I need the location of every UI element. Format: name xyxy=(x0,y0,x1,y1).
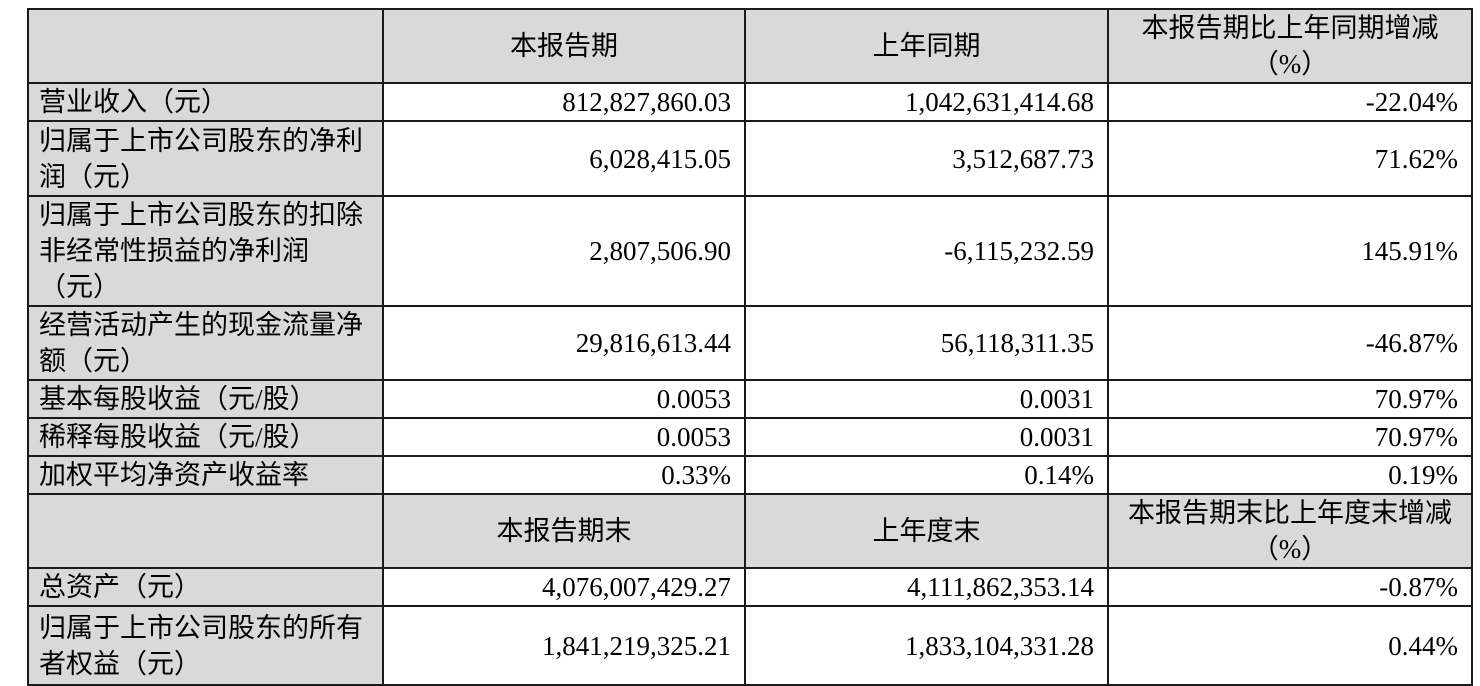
basic-eps-current: 0.0053 xyxy=(382,379,746,419)
row-operating-revenue: 营业收入（元） 812,827,860.03 1,042,631,414.68 … xyxy=(27,82,1473,122)
net-profit-excl-nonrecurring-change: 145.91% xyxy=(1107,195,1473,307)
net-profit-change: 71.62% xyxy=(1107,120,1473,197)
row-net-profit-excl-nonrecurring: 归属于上市公司股东的扣除 非经常性损益的净利润 （元） 2,807,506.90… xyxy=(27,195,1473,307)
net-profit-prior: 3,512,687.73 xyxy=(744,120,1109,197)
label-basic-eps: 基本每股收益（元/股） xyxy=(27,379,384,419)
operating-cash-flow-prior: 56,118,311.35 xyxy=(744,305,1109,381)
operating-revenue-change: -22.04% xyxy=(1107,82,1473,122)
operating-revenue-prior: 1,042,631,414.68 xyxy=(744,82,1109,122)
header-prior-period: 上年同期 xyxy=(744,8,1109,84)
header-row-period-end: 本报告期末 上年度末 本报告期末比上年度末增减 （%） xyxy=(27,493,1473,569)
basic-eps-prior: 0.0031 xyxy=(744,379,1109,419)
financial-summary-table: 本报告期 上年同期 本报告期比上年同期增减 （%） 营业收入（元） 812,82… xyxy=(27,8,1473,686)
operating-cash-flow-change: -46.87% xyxy=(1107,305,1473,381)
total-assets-change: -0.87% xyxy=(1107,567,1473,607)
diluted-eps-prior: 0.0031 xyxy=(744,417,1109,457)
header-period-end-change-pct: 本报告期末比上年度末增减 （%） xyxy=(1107,493,1473,569)
total-assets-prior: 4,111,862,353.14 xyxy=(744,567,1109,607)
operating-cash-flow-current: 29,816,613.44 xyxy=(382,305,746,381)
header-current-period-end: 本报告期末 xyxy=(382,493,746,569)
header-empty-cell-2 xyxy=(27,493,384,569)
header-empty-cell xyxy=(27,8,384,84)
row-net-profit: 归属于上市公司股东的净利 润（元） 6,028,415.05 3,512,687… xyxy=(27,120,1473,197)
header-current-period: 本报告期 xyxy=(382,8,746,84)
shareholders-equity-change: 0.44% xyxy=(1107,605,1473,686)
header-prior-year-end: 上年度末 xyxy=(744,493,1109,569)
diluted-eps-change: 70.97% xyxy=(1107,417,1473,457)
label-operating-revenue: 营业收入（元） xyxy=(27,82,384,122)
weighted-avg-roe-prior: 0.14% xyxy=(744,455,1109,495)
label-shareholders-equity: 归属于上市公司股东的所有 者权益（元） xyxy=(27,605,384,686)
label-net-profit-excl-nonrecurring: 归属于上市公司股东的扣除 非经常性损益的净利润 （元） xyxy=(27,195,384,307)
row-weighted-avg-roe: 加权平均净资产收益率 0.33% 0.14% 0.19% xyxy=(27,455,1473,495)
weighted-avg-roe-change: 0.19% xyxy=(1107,455,1473,495)
shareholders-equity-prior: 1,833,104,331.28 xyxy=(744,605,1109,686)
label-diluted-eps: 稀释每股收益（元/股） xyxy=(27,417,384,457)
weighted-avg-roe-current: 0.33% xyxy=(382,455,746,495)
operating-revenue-current: 812,827,860.03 xyxy=(382,82,746,122)
net-profit-excl-nonrecurring-current: 2,807,506.90 xyxy=(382,195,746,307)
row-total-assets: 总资产（元） 4,076,007,429.27 4,111,862,353.14… xyxy=(27,567,1473,607)
label-total-assets: 总资产（元） xyxy=(27,567,384,607)
net-profit-excl-nonrecurring-prior: -6,115,232.59 xyxy=(744,195,1109,307)
diluted-eps-current: 0.0053 xyxy=(382,417,746,457)
row-basic-eps: 基本每股收益（元/股） 0.0053 0.0031 70.97% xyxy=(27,379,1473,419)
row-operating-cash-flow: 经营活动产生的现金流量净 额（元） 29,816,613.44 56,118,3… xyxy=(27,305,1473,381)
total-assets-current: 4,076,007,429.27 xyxy=(382,567,746,607)
label-operating-cash-flow: 经营活动产生的现金流量净 额（元） xyxy=(27,305,384,381)
row-diluted-eps: 稀释每股收益（元/股） 0.0053 0.0031 70.97% xyxy=(27,417,1473,457)
net-profit-current: 6,028,415.05 xyxy=(382,120,746,197)
financial-summary-table-wrap: 本报告期 上年同期 本报告期比上年同期增减 （%） 营业收入（元） 812,82… xyxy=(27,8,1473,686)
shareholders-equity-current: 1,841,219,325.21 xyxy=(382,605,746,686)
label-net-profit: 归属于上市公司股东的净利 润（元） xyxy=(27,120,384,197)
basic-eps-change: 70.97% xyxy=(1107,379,1473,419)
row-shareholders-equity: 归属于上市公司股东的所有 者权益（元） 1,841,219,325.21 1,8… xyxy=(27,605,1473,686)
label-weighted-avg-roe: 加权平均净资产收益率 xyxy=(27,455,384,495)
header-period-change-pct: 本报告期比上年同期增减 （%） xyxy=(1107,8,1473,84)
header-row-period: 本报告期 上年同期 本报告期比上年同期增减 （%） xyxy=(27,8,1473,84)
